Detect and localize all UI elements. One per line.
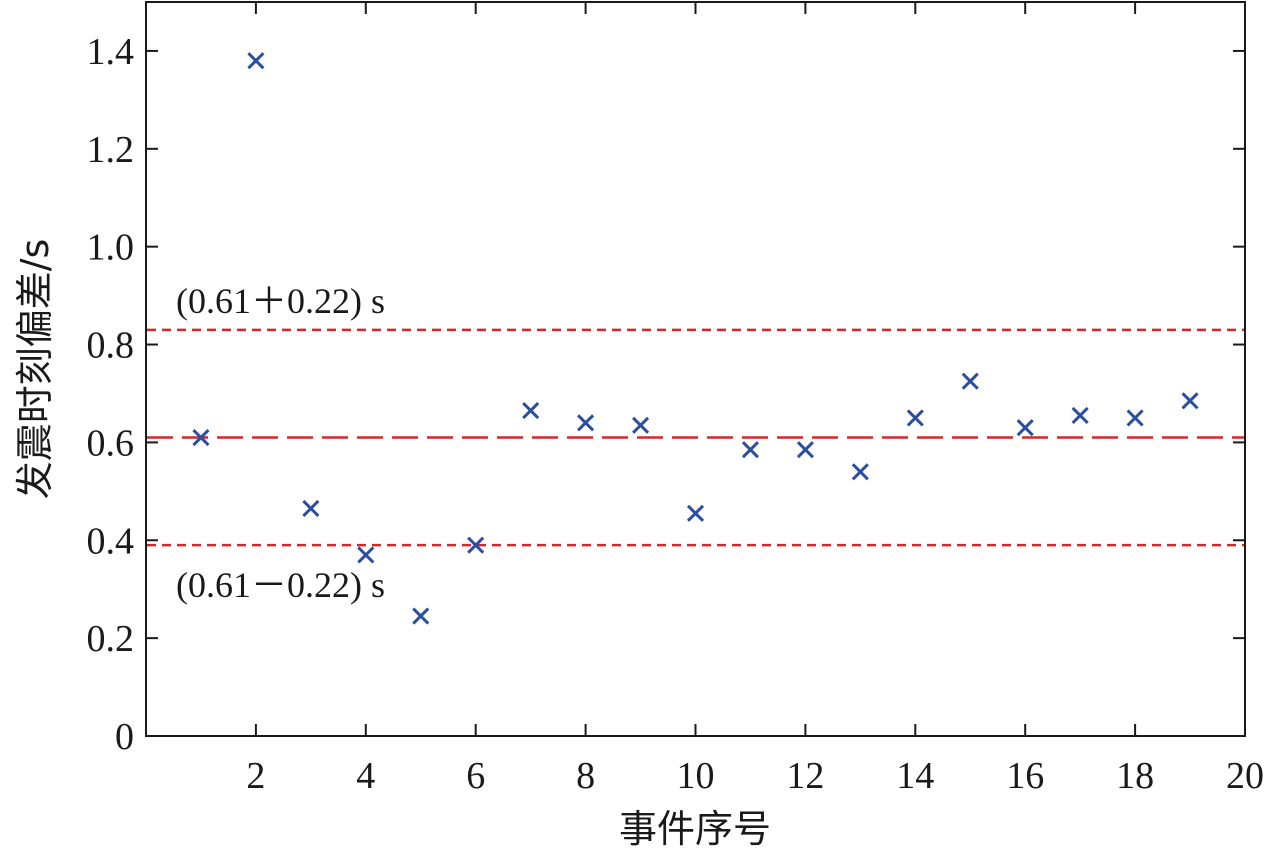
data-point: [412, 607, 430, 625]
x-tick-label: 8: [576, 755, 595, 797]
data-point: [1126, 409, 1144, 427]
data-point-stroke: [741, 441, 760, 459]
data-points: [192, 52, 1199, 625]
data-point: [467, 536, 485, 554]
data-point: [686, 504, 705, 522]
data-point-stroke: [1126, 409, 1144, 427]
data-point-stroke: [467, 536, 485, 554]
data-point: [631, 416, 650, 434]
y-tick-label: 0.4: [87, 520, 135, 562]
data-point-stroke: [577, 414, 595, 432]
data-point: [851, 463, 869, 481]
y-axis-ticks: 0 0.2 0.4 0.6 0.8 1.0 1.2 1.4: [87, 31, 1245, 758]
x-tick-label: 2: [246, 755, 265, 797]
plot-frame: [145, 1, 1246, 737]
data-point-stroke: [631, 416, 650, 434]
y-tick-label: 0.6: [87, 422, 135, 464]
data-point: [522, 402, 540, 420]
data-point: [247, 52, 265, 70]
x-tick-label: 14: [896, 755, 934, 797]
data-point-stroke: [1016, 419, 1034, 437]
data-point-stroke: [851, 463, 869, 481]
data-point-stroke: [1181, 392, 1199, 410]
reference-line-labels: (0.61＋0.22) s (0.61－0.22) s: [176, 281, 385, 605]
x-tick-label: 18: [1116, 755, 1154, 797]
y-tick-label: 0.8: [87, 325, 135, 367]
x-axis-title: 事件序号: [619, 807, 771, 851]
data-point-stroke: [302, 499, 320, 518]
x-axis-ticks: 2 4 6 8 10 12 14 16 18 20: [246, 2, 1264, 797]
data-point-stroke: [1071, 406, 1089, 425]
data-point-stroke: [522, 402, 540, 420]
x-tick-label: 6: [466, 755, 485, 797]
y-tick-label: 1.4: [87, 31, 135, 73]
data-point: [1181, 392, 1199, 410]
x-tick-label: 16: [1006, 755, 1044, 797]
data-point-stroke: [686, 504, 705, 522]
y-tick-label: 1.2: [87, 129, 135, 171]
data-point-stroke: [906, 409, 924, 427]
data-point: [906, 409, 924, 427]
y-tick-label: 0: [115, 716, 134, 758]
y-axis-title: 发震时刻偏差/s: [13, 239, 57, 500]
data-point-stroke: [357, 546, 375, 564]
reference-line-label: (0.61＋0.22) s: [176, 281, 385, 321]
data-point-stroke: [247, 52, 265, 70]
data-point-stroke: [192, 428, 210, 447]
x-tick-label: 12: [786, 755, 824, 797]
data-point-stroke: [961, 372, 979, 390]
data-point: [192, 428, 210, 447]
x-tick-label: 20: [1226, 755, 1264, 797]
data-point: [1016, 419, 1034, 437]
data-point: [1071, 406, 1089, 425]
reference-lines: [147, 328, 1244, 547]
y-tick-label: 1.0: [87, 227, 135, 269]
data-point: [577, 414, 595, 432]
data-point: [302, 499, 320, 518]
data-point-stroke: [796, 441, 814, 459]
data-point-stroke: [412, 607, 430, 625]
x-tick-label: 10: [677, 755, 715, 797]
data-point: [796, 441, 814, 459]
reference-line-label: (0.61－0.22) s: [176, 565, 385, 605]
y-tick-label: 0.2: [87, 618, 135, 660]
data-point: [741, 441, 760, 459]
data-point: [357, 546, 375, 564]
data-point: [961, 372, 979, 390]
x-tick-label: 4: [356, 755, 375, 797]
